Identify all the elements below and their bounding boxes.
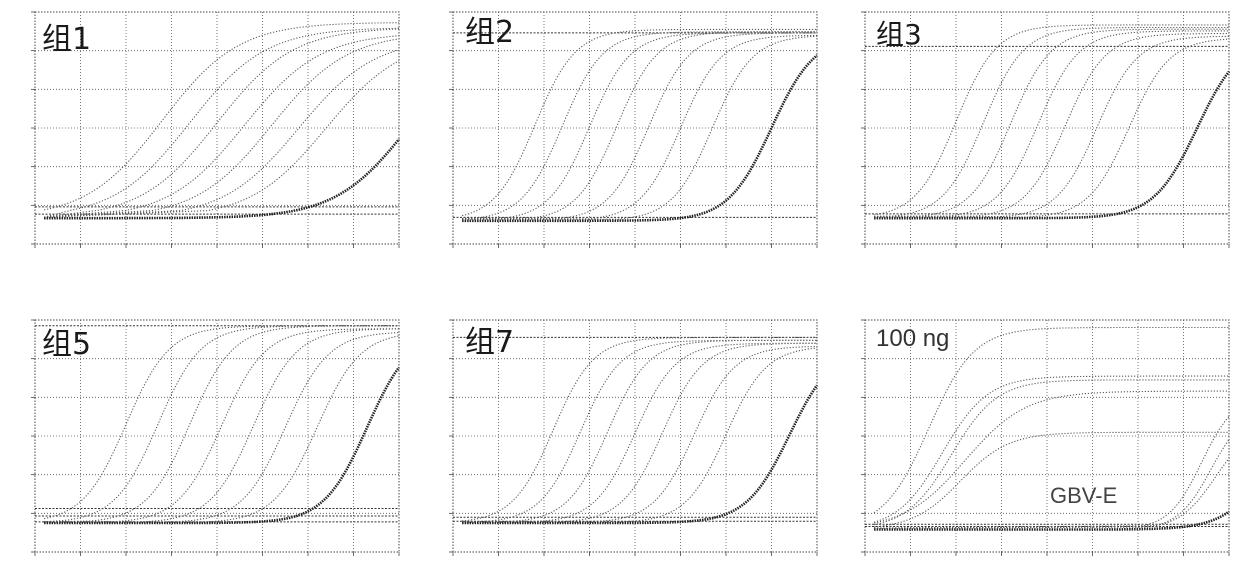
panel-2-title: 组2 (465, 15, 514, 50)
panel-7-title: 组7 (465, 325, 514, 360)
amplification-curve-3 (874, 29, 1229, 216)
ntc-curve (462, 385, 817, 523)
amplification-curve-2 (874, 28, 1229, 217)
amplification-curve-2 (44, 326, 399, 522)
amplification-curve-6 (874, 36, 1229, 216)
amplification-curve-3 (462, 33, 817, 219)
amplification-curve-6 (462, 347, 817, 523)
amplification-curve-4 (874, 31, 1229, 217)
amplification-curve-5 (874, 34, 1229, 217)
amplification-curve-7 (462, 348, 817, 522)
amplification-curve-2 (462, 340, 817, 522)
panel-6 (861, 320, 1229, 556)
panel-1-title: 组1 (42, 22, 91, 57)
amplification-curve-1 (874, 25, 1229, 215)
amplification-curve-4 (44, 36, 399, 218)
amplification-curve-2 (462, 32, 817, 219)
ntc-curve (44, 139, 399, 218)
amplification-curve-5 (462, 343, 817, 522)
amplification-curve-5 (462, 33, 817, 219)
panel-5-title: 组5 (42, 327, 91, 362)
amplification-curve-1 (462, 29, 817, 215)
panel-3-title: 组3 (876, 18, 922, 51)
ntc-curve (44, 367, 399, 523)
amplification-curve-6 (874, 417, 1229, 529)
amplification-curve-7 (44, 336, 399, 522)
amplification-curve-3 (462, 340, 817, 522)
ntc-curve (874, 72, 1229, 219)
gbv-e-label: GBV-E (1050, 483, 1117, 508)
panel-6-title: 100 ng (876, 325, 949, 352)
amplification-curve-6 (44, 333, 399, 522)
plots-layer (31, 12, 1229, 556)
amplification-curve-1 (462, 337, 817, 521)
amplification-curve-5 (874, 432, 1229, 527)
amplification-curve-1 (44, 326, 399, 519)
ntc-curve (462, 55, 817, 220)
amplification-curve-6 (462, 35, 817, 218)
amplification-curve-3 (44, 326, 399, 522)
amplification-curve-4 (44, 329, 399, 522)
amplification-curve-4 (462, 343, 817, 522)
amplification-curve-4 (462, 32, 817, 219)
